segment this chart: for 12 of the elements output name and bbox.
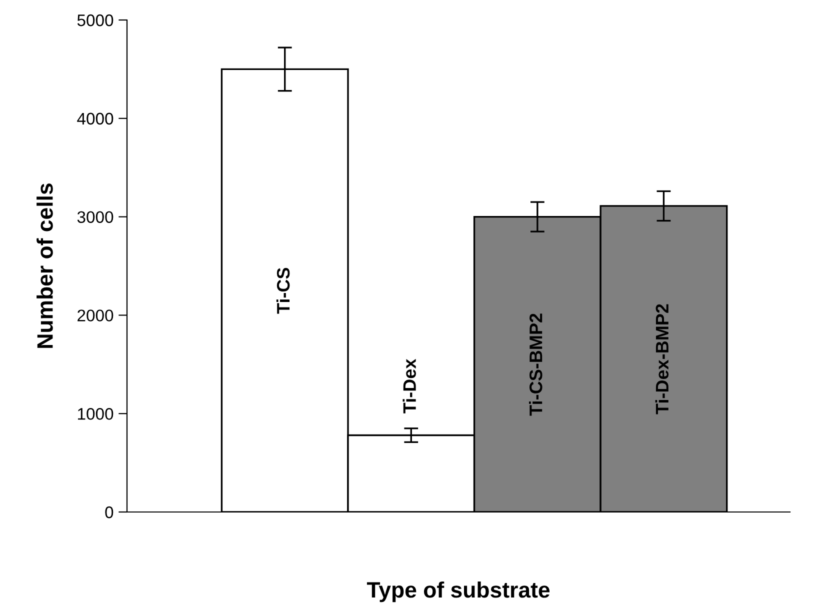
y-tick-label: 4000 — [77, 112, 114, 125]
y-tick-label: 5000 — [77, 14, 114, 26]
x-tick-label: Ti-CS — [276, 268, 290, 314]
y-axis-title: Number of cells — [36, 184, 53, 348]
x-tick-label: Ti-CS-BMP2 — [529, 314, 542, 416]
y-tick-label: 2000 — [78, 310, 114, 322]
y-tick-label: 0 — [105, 506, 114, 518]
y-tick-label: 1000 — [78, 408, 114, 420]
x-axis-title: Type of substrate — [366, 581, 550, 602]
x-tick-label: Ti-Dex — [402, 358, 416, 414]
x-tick-label: Ti-Dex-BMP2 — [655, 304, 669, 414]
y-tick-label: 3000 — [77, 211, 114, 224]
